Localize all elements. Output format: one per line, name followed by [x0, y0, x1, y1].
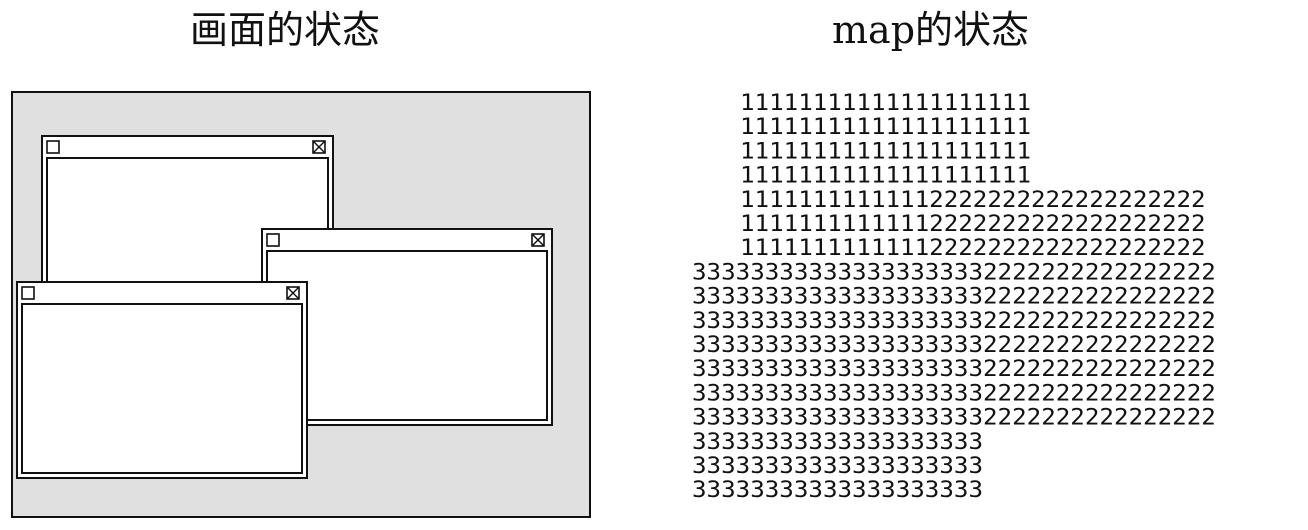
map-row: 333333333333333333332222222222222222 [692, 285, 1216, 310]
window-3-close-icon [286, 286, 300, 300]
map-row: 11111111111112222222222222222222 [740, 212, 1206, 237]
map-row: 11111111111111111111 [740, 139, 1031, 164]
window-3 [16, 281, 308, 479]
map-row: 333333333333333333332222222222222222 [692, 309, 1216, 334]
map-row: 333333333333333333332222222222222222 [692, 381, 1216, 406]
map-row: 11111111111111111111 [740, 115, 1031, 140]
map-row: 11111111111111111111 [740, 91, 1031, 116]
map-row: 33333333333333333333 [692, 478, 983, 503]
window-2 [261, 228, 553, 426]
map-row: 33333333333333333333 [692, 454, 983, 479]
map-row: 11111111111111111111 [740, 164, 1031, 189]
map-state-title: map的状态 [832, 8, 1030, 52]
window-3-icon [21, 286, 35, 300]
map-grid: 1111111111111111111111111111111111111111… [692, 91, 1216, 503]
map-row: 11111111111112222222222222222222 [740, 188, 1206, 213]
window-1-icon [46, 140, 60, 154]
map-row: 333333333333333333332222222222222222 [692, 406, 1216, 431]
screen-state-title: 画面的状态 [190, 8, 381, 52]
map-row: 333333333333333333332222222222222222 [692, 357, 1216, 382]
window-2-icon [266, 233, 280, 247]
map-row: 333333333333333333332222222222222222 [692, 260, 1216, 285]
map-row: 333333333333333333332222222222222222 [692, 333, 1216, 358]
map-row: 11111111111112222222222222222222 [740, 236, 1206, 261]
window-1-close-icon [312, 140, 326, 154]
map-row: 33333333333333333333 [692, 430, 983, 455]
window-2-close-icon [531, 233, 545, 247]
